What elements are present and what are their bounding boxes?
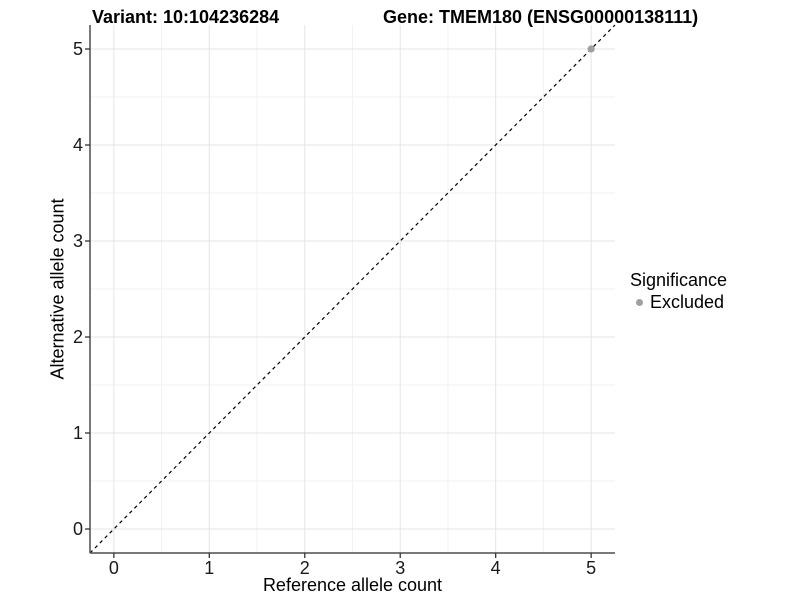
y-tick-label: 5 [72,39,83,59]
plot-title-gene: Gene: TMEM180 (ENSG00000138111) [383,7,699,27]
axis-lines [89,25,615,554]
y-tick-label: 2 [72,327,83,347]
identity-dashed-line [89,24,616,554]
x-axis-title: Reference allele count [262,575,443,595]
x-tick-label: 4 [490,558,501,578]
gridlines-minor [90,25,615,553]
legend-entry-excluded: Excluded [630,292,727,313]
x-tick-label: 1 [204,558,215,578]
legend-key [630,294,648,312]
y-tick-label: 1 [72,423,83,443]
legend-title: Significance [630,270,728,290]
excluded-point-icon [635,299,643,306]
y-tick-label: 4 [72,135,83,155]
x-tick-label: 3 [395,558,406,578]
plot-title-variant: Variant: 10:104236284 [92,7,280,27]
legend-entry-label: Excluded [650,292,725,312]
x-tick-label: 2 [299,558,310,578]
y-tick-label: 0 [72,519,83,539]
y-axis-title: Alternative allele count [47,198,68,380]
y-tick-label: 3 [72,231,83,251]
x-tick-label: 0 [108,558,119,578]
gridlines-major [90,25,615,553]
tick-marks [85,48,592,558]
legend: Significance Excluded [630,269,727,313]
data-point-excluded [587,45,595,53]
x-tick-label: 5 [586,558,597,578]
